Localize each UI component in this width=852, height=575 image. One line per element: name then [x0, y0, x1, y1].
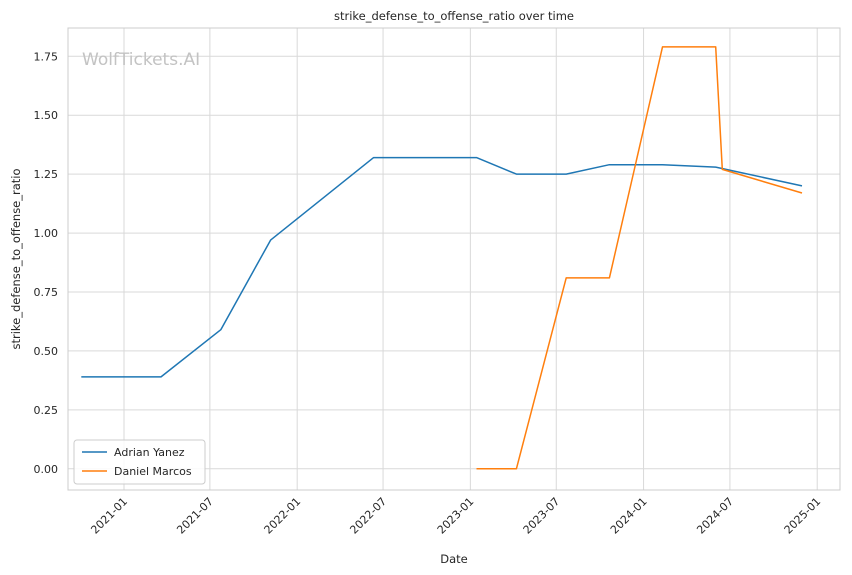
y-tick-label: 0.00 [34, 463, 59, 476]
y-tick-label: 1.25 [34, 168, 59, 181]
x-axis-ticks: 2021-01 2021-07 2022-01 2022-07 2023-01 2023-… [88, 495, 823, 537]
x-tick-label: 2025-01 [782, 495, 824, 537]
chart-title: strike_defense_to_offense_ratio over tim… [334, 9, 574, 23]
x-tick-label: 2023-07 [521, 495, 563, 537]
watermark: WolfTickets.AI [82, 50, 200, 70]
grid [68, 28, 840, 490]
y-axis-ticks: 0.00 0.25 0.50 0.75 1.00 1.25 1.50 1.75 [34, 50, 59, 476]
x-axis-label: Date [440, 552, 468, 566]
legend-box [73, 439, 206, 485]
y-tick-label: 1.00 [34, 227, 59, 240]
series-line-0 [81, 156, 803, 378]
x-tick-label: 2022-07 [347, 495, 389, 537]
series-line-1 [476, 46, 803, 470]
y-tick-label: 0.25 [34, 404, 59, 417]
legend-label-0: Adrian Yanez [114, 446, 185, 459]
legend-label-1: Daniel Marcos [114, 465, 192, 478]
y-tick-label: 0.75 [34, 286, 59, 299]
x-tick-label: 2021-01 [88, 495, 130, 537]
series-layer [81, 46, 803, 470]
x-tick-label: 2023-01 [435, 495, 477, 537]
x-tick-label: 2021-07 [174, 495, 216, 537]
x-tick-label: 2024-07 [694, 495, 736, 537]
y-tick-label: 0.50 [34, 345, 59, 358]
x-tick-label: 2022-01 [262, 495, 304, 537]
plot-area [67, 27, 841, 491]
x-tick-label: 2024-01 [608, 495, 650, 537]
y-tick-label: 1.75 [34, 50, 59, 63]
y-axis-label: strike_defense_to_offense_ratio [9, 168, 23, 349]
y-tick-label: 1.50 [34, 109, 59, 122]
legend: Adrian Yanez Daniel Marcos [73, 439, 206, 485]
